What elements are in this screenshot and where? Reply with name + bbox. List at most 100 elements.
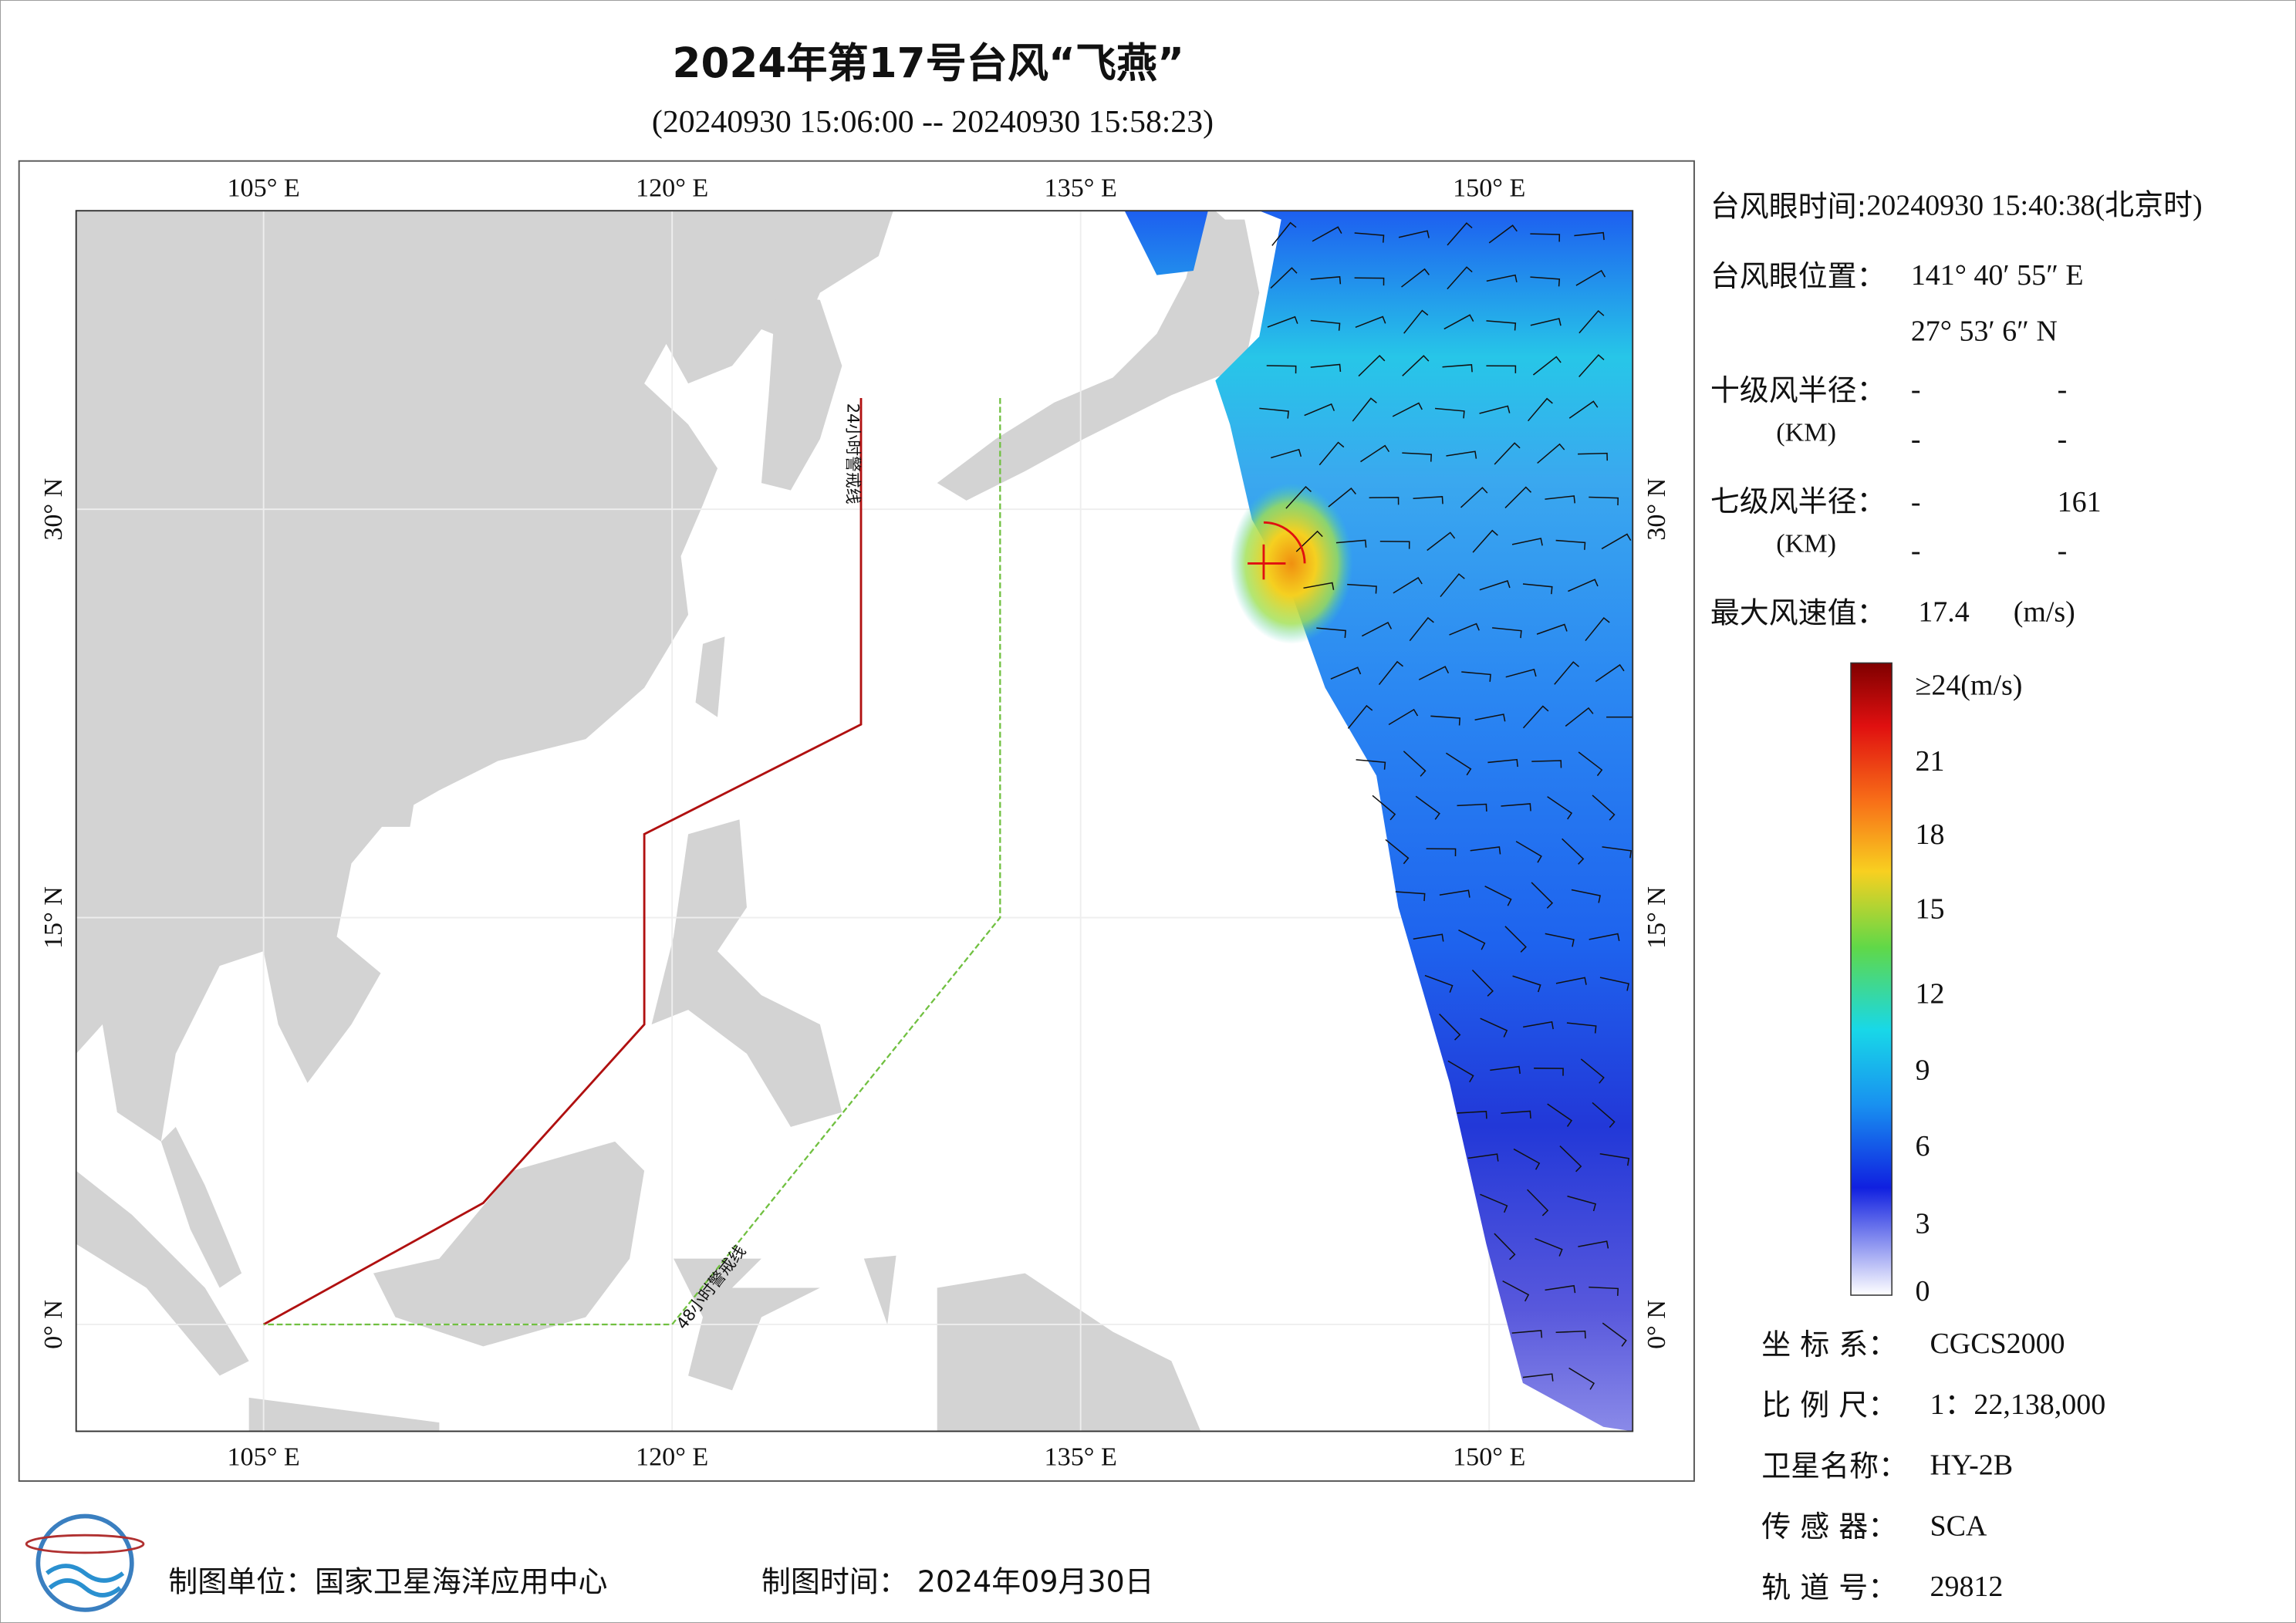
lat-label: 15° N xyxy=(39,886,68,949)
wind-barb xyxy=(1599,1153,1630,1166)
label: 台风眼时间: xyxy=(1710,189,1867,223)
eye-time: 台风眼时间:20240930 15:40:38(北京时) xyxy=(1710,189,2203,223)
wind-barb xyxy=(1513,1148,1541,1170)
map-frame xyxy=(18,160,1695,1482)
shape xyxy=(76,211,893,1142)
wind-barb xyxy=(1511,1329,1543,1338)
wind-barb xyxy=(1486,320,1517,331)
meta-label: 坐 标 系： xyxy=(1761,1328,1897,1361)
wind-barb xyxy=(1360,444,1390,463)
wind-barb xyxy=(1589,496,1619,506)
wind-barb xyxy=(1559,1146,1582,1173)
wind-barb xyxy=(1480,1193,1508,1213)
colorbar-label: 3 xyxy=(1916,1208,1930,1240)
lon-label: 120° E xyxy=(636,1442,708,1471)
wind-barb xyxy=(1530,318,1562,326)
lon-label: 105° E xyxy=(227,1442,299,1471)
wind-barb xyxy=(1271,448,1302,459)
wind-barb xyxy=(1484,886,1512,906)
colorbar-label: 0 xyxy=(1916,1275,1930,1308)
wind-barb xyxy=(1352,397,1377,422)
r10-value: - xyxy=(2058,373,2068,406)
wind-barb xyxy=(1271,221,1297,246)
wind-barb xyxy=(1505,668,1537,678)
wind-barb xyxy=(1310,319,1341,331)
warning-label-24h: 24小时警戒线 xyxy=(844,403,863,504)
wind-barb xyxy=(1470,846,1501,855)
wind-barb xyxy=(1566,1022,1597,1034)
wind-barb xyxy=(1527,397,1553,422)
meta-label: 卫星名称： xyxy=(1761,1449,1908,1483)
wind-barb xyxy=(1555,1330,1586,1339)
info-panel: 台风眼时间:20240930 15:40:38(北京时) 台风眼位置： 141°… xyxy=(1710,189,2203,629)
wind-barb xyxy=(1480,1017,1508,1038)
wind-barb xyxy=(1347,583,1377,594)
wind-barb xyxy=(1443,314,1474,330)
colorbar-label: 21 xyxy=(1916,745,1945,778)
colorbar-label: 6 xyxy=(1916,1130,1930,1162)
wind-barb xyxy=(1430,715,1461,726)
subtitle: (20240930 15:06:00 -- 20240930 15:58:23) xyxy=(652,104,1214,140)
shape xyxy=(45,1564,125,1583)
map-plot: 24小时警戒线 48小时警戒线 xyxy=(76,211,1633,1432)
wind-barb xyxy=(1492,627,1522,639)
wind-barb xyxy=(1502,1280,1530,1302)
wind-barb xyxy=(1356,759,1386,770)
wind-barb xyxy=(1504,926,1527,953)
wind-barb xyxy=(1447,1060,1474,1083)
wind-barb xyxy=(1589,933,1620,941)
r10-label: 十级风半径： xyxy=(1710,373,1886,407)
wind-maximum xyxy=(1230,483,1353,644)
map-date: 制图时间： 2024年09月30日 xyxy=(761,1564,1154,1598)
wind-barb xyxy=(1402,355,1430,376)
wind-barb xyxy=(1447,266,1473,290)
wind-barb xyxy=(1319,441,1345,466)
wind-barb xyxy=(1403,309,1429,334)
wind-barb xyxy=(1545,495,1575,504)
wind-barb xyxy=(1527,1189,1549,1216)
r7-label: 七级风半径： xyxy=(1710,484,1886,518)
wind-barb xyxy=(1595,663,1625,683)
wind-barb xyxy=(1479,580,1511,591)
wind-barb xyxy=(1512,975,1541,993)
shape xyxy=(863,1255,896,1324)
wind-barb xyxy=(1554,661,1580,685)
wind-barb xyxy=(1403,751,1427,777)
wind-barb xyxy=(1355,315,1386,328)
wind-barb xyxy=(1415,795,1440,820)
wind-barb xyxy=(1504,486,1532,509)
wind-barb xyxy=(1424,974,1454,993)
wind-barb xyxy=(1369,497,1400,505)
wind-barb xyxy=(1388,708,1419,726)
wind-barb xyxy=(1393,576,1423,594)
wind-barb xyxy=(1460,487,1488,508)
max-wind-label: 最大风速值： xyxy=(1710,596,1886,629)
meta-label: 轨 道 号： xyxy=(1761,1571,1897,1604)
wind-barb xyxy=(1295,530,1323,552)
wind-barb xyxy=(1304,403,1335,417)
wind-barb xyxy=(1568,579,1599,592)
wind-barb xyxy=(1409,616,1434,642)
lon-label: 150° E xyxy=(1453,174,1525,202)
shape xyxy=(761,292,842,491)
wind-barb xyxy=(1439,1014,1461,1041)
wind-barb xyxy=(1531,882,1554,909)
wind-barb xyxy=(1471,969,1494,997)
wind-barb xyxy=(1578,452,1609,461)
colorbar-label: 12 xyxy=(1916,978,1945,1011)
axis-labels: 105° E 105° E 120° E 120° E 135° E 135° E 150°… xyxy=(39,174,1671,1471)
r7-value: 161 xyxy=(2058,486,2102,518)
wind-barb xyxy=(1435,407,1465,419)
r7-value: - xyxy=(1911,535,1921,567)
wind-barb xyxy=(1522,1373,1554,1382)
wind-barb xyxy=(1398,230,1430,238)
shape xyxy=(35,1513,134,1612)
eye-lon: 141° 40′ 55″ E xyxy=(1911,259,2084,292)
wind-barb xyxy=(1511,538,1543,546)
wind-barb xyxy=(1446,450,1477,459)
warning-line-48h xyxy=(263,398,1001,1326)
lat-label: 0° N xyxy=(1643,1300,1671,1349)
wind-barb xyxy=(1259,407,1289,419)
value: 20240930 15:40:38(北京时) xyxy=(1866,189,2202,221)
